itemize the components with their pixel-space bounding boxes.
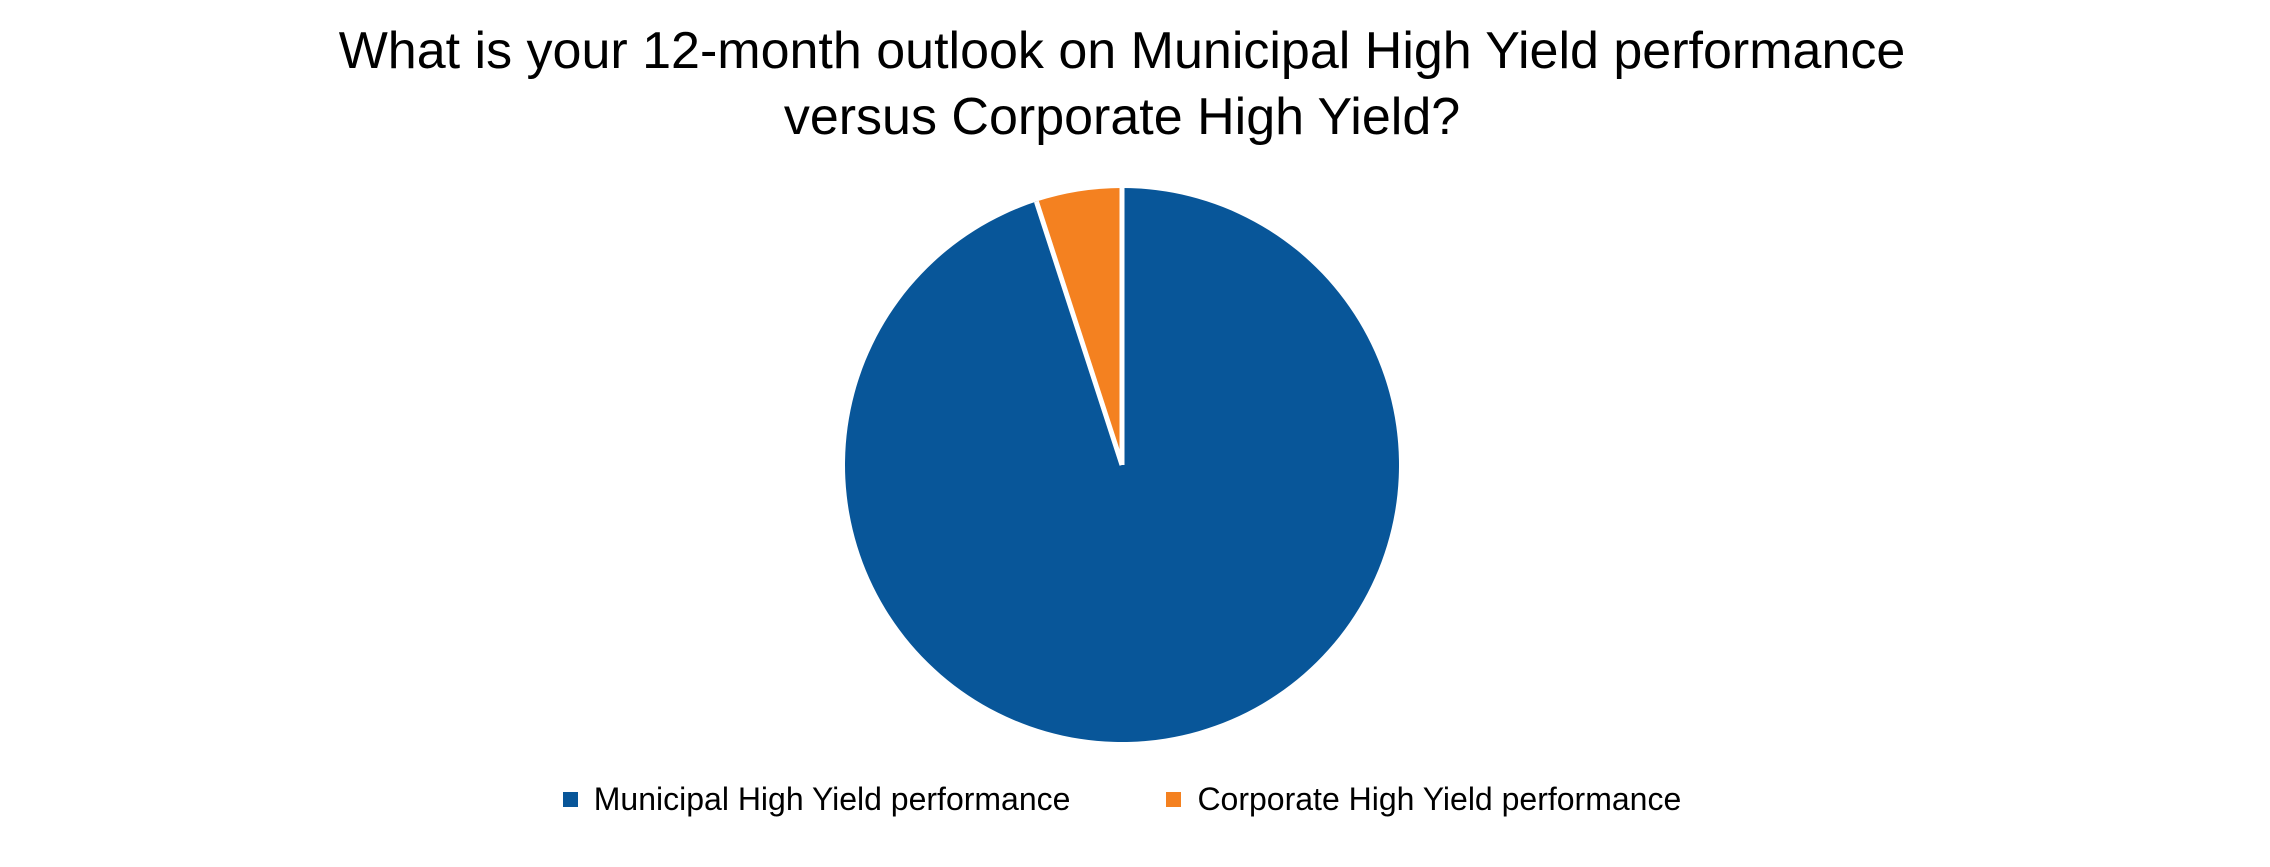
legend-marker-municipal-high-yield <box>562 791 578 807</box>
chart-title-line-2: versus Corporate High Yield? <box>783 88 1461 146</box>
pie-slice-separator <box>1034 200 1125 466</box>
chart-title-line-1: What is your 12-month outlook on Municip… <box>338 22 1906 80</box>
legend-marker-corporate-high-yield <box>1166 791 1182 807</box>
legend-label-municipal-high-yield: Municipal High Yield performance <box>593 781 1071 817</box>
pie-chart <box>845 188 1399 742</box>
chart-title: What is your 12-month outlook on Municip… <box>0 18 2244 150</box>
legend: Municipal High Yield performance Corpora… <box>0 779 2244 819</box>
legend-label-corporate-high-yield: Corporate High Yield performance <box>1197 781 1682 817</box>
legend-item-municipal-high-yield: Municipal High Yield performance <box>562 779 1071 819</box>
legend-item-corporate-high-yield: Corporate High Yield performance <box>1166 779 1681 819</box>
